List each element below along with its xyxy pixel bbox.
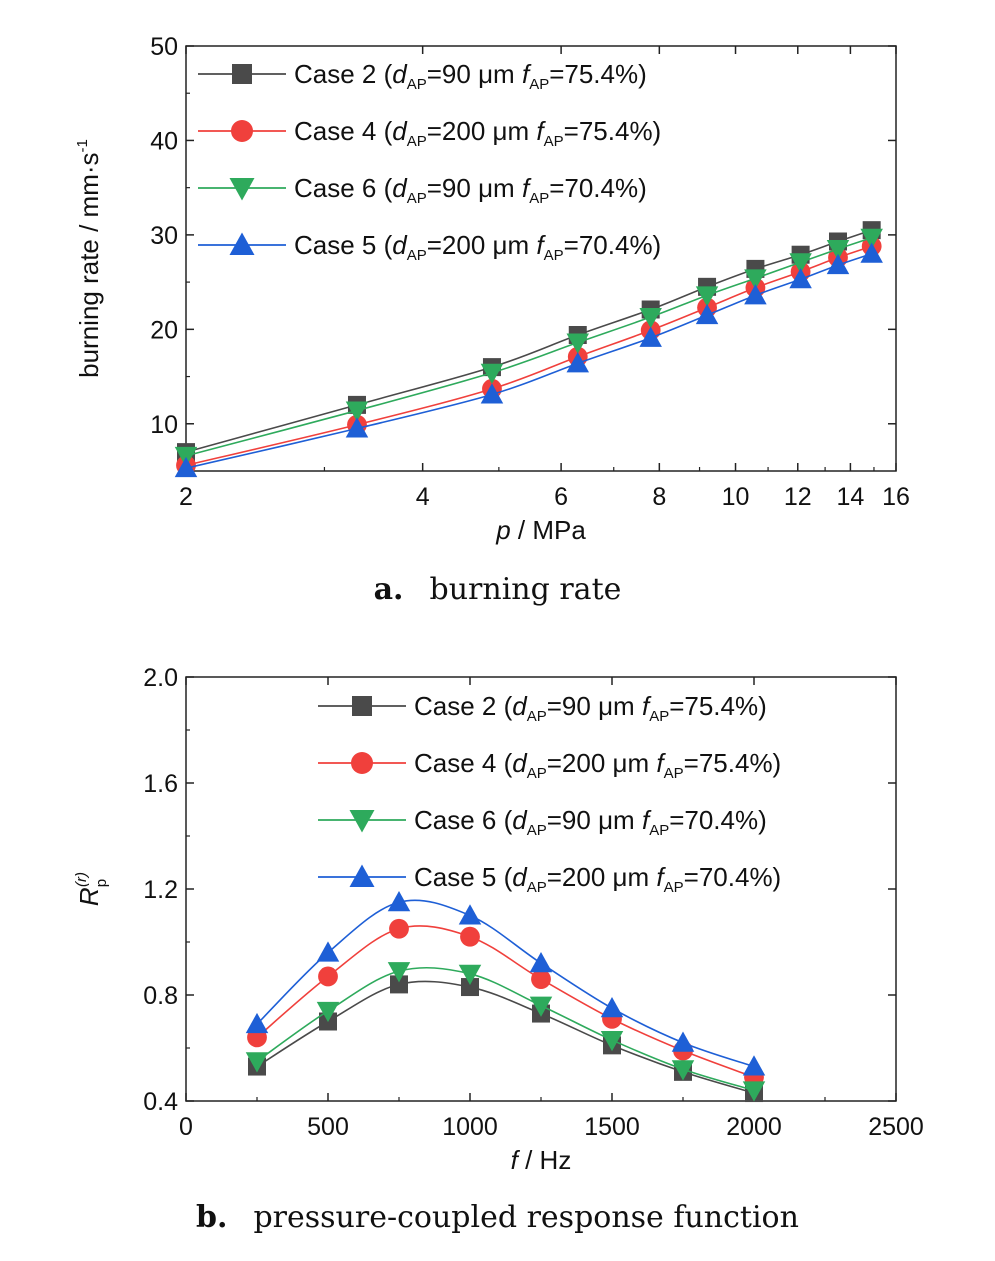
chart0-data-point-2 — [480, 363, 504, 385]
chart0-x-tick-label: 10 — [722, 483, 750, 511]
chart0-x-tick-label: 2 — [179, 483, 193, 511]
chart0-data-point-2 — [695, 286, 719, 307]
chart0-legend-marker-3 — [229, 232, 255, 255]
response-function-figure: 0 500 1000 1500 2000 2500 0.4 0.8 1.2 1.6 2.0 f / H… — [0, 630, 995, 1261]
chart1-data-point-3 — [458, 904, 482, 925]
chart1-data-point-1 — [460, 926, 480, 947]
chart0-data-point-3 — [695, 303, 719, 325]
caption-a-text: burning rate — [429, 572, 622, 607]
chart1-x-tick-label: 0 — [179, 1113, 193, 1141]
chart0-plot-frame — [185, 45, 897, 472]
chart0-x-tick-label: 14 — [837, 483, 865, 511]
chart1-y-axis-title: Rp(r) — [73, 872, 110, 906]
chart1-x-tick-label: 2500 — [868, 1113, 924, 1141]
chart1-y-tick-label: 1.2 — [143, 876, 178, 904]
chart0-y-axis-title: burning rate / mm·s-1 — [74, 139, 104, 378]
chart0-legend-entry-2: Case 6 (dAP=90 μm fAP=70.4%) — [294, 173, 647, 207]
chart1-y-tick-label: 1.6 — [143, 770, 178, 798]
chart0-data-point-3 — [639, 326, 662, 347]
chart0-legend-marker-0 — [232, 64, 252, 84]
chart0-data-point-2 — [639, 308, 662, 329]
chart1-data-point-2 — [600, 1031, 624, 1052]
chart1-data-point-1 — [531, 969, 551, 989]
chart1-data-point-1 — [389, 918, 409, 939]
chart1-data-point-3 — [671, 1031, 695, 1052]
chart0-legend-marker-2 — [229, 178, 255, 201]
chart0-x-axis-title: p / MPa — [495, 515, 586, 545]
chart0-data-point-3 — [860, 242, 883, 263]
chart0-y-tick-label: 40 — [150, 127, 178, 155]
chart1-legend-entry-0: Case 2 (dAP=90 μm fAP=75.4%) — [414, 691, 767, 725]
chart0-x-tick-label: 8 — [652, 483, 666, 511]
chart0-data-point-3 — [789, 268, 812, 289]
chart0-data-point-3 — [480, 383, 504, 404]
chart0-legend-marker-1 — [231, 120, 253, 142]
chart1-x-tick-label: 1000 — [442, 1113, 498, 1141]
chart1-data-point-3 — [316, 941, 340, 962]
chart0-data-point-3 — [566, 352, 590, 373]
chart0-data-point-3 — [826, 253, 850, 275]
chart1-legend-entry-1: Case 4 (dAP=200 μm fAP=75.4%) — [414, 748, 781, 782]
chart1-y-tick-label: 0.4 — [143, 1088, 178, 1116]
chart1-data-point-0 — [390, 975, 408, 994]
chart0-series-line-0 — [185, 229, 872, 453]
chart1-data-point-3 — [600, 997, 624, 1018]
chart0-legend-entry-3: Case 5 (dAP=200 μm fAP=70.4%) — [294, 230, 661, 264]
chart0-data-point-2 — [860, 228, 883, 249]
chart1-x-axis-title: f / Hz — [511, 1145, 572, 1175]
chart0-data-point-2 — [744, 269, 767, 290]
chart0-data-point-2 — [566, 333, 590, 354]
chart1-legend-marker-2 — [349, 810, 375, 833]
chart0-series-line-1 — [185, 245, 872, 467]
chart1-legend-marker-0 — [352, 696, 372, 716]
chart0-x-tick-label: 16 — [882, 483, 910, 511]
chart1-data-point-2 — [529, 996, 553, 1017]
chart1-data-point-1 — [318, 966, 338, 987]
burning-rate-figure: 2 4 6 8 10 12 14 16 10 20 30 40 50 p / MPa burning rat… — [0, 0, 995, 630]
burning-rate-chart: 2 4 6 8 10 12 14 16 10 20 30 40 50 p / MPa burning rat… — [74, 33, 910, 545]
caption-b: b. pressure-coupled response function — [0, 1200, 995, 1235]
chart1-legend-entry-3: Case 5 (dAP=200 μm fAP=70.4%) — [414, 862, 781, 896]
chart1-data-point-3 — [742, 1055, 766, 1076]
chart0-legend-entry-1: Case 4 (dAP=200 μm fAP=75.4%) — [294, 116, 661, 150]
chart0-data-point-2 — [345, 401, 369, 422]
chart0-legend-entry-0: Case 2 (dAP=90 μm fAP=75.4%) — [294, 59, 647, 93]
chart0-data-point-2 — [826, 240, 850, 261]
chart1-data-point-2 — [316, 1001, 340, 1023]
chart1-data-point-2 — [458, 964, 482, 986]
response-function-chart: 0 500 1000 1500 2000 2500 0.4 0.8 1.2 1.6 2.0 f / H… — [73, 664, 924, 1175]
chart1-data-point-2 — [671, 1060, 695, 1081]
chart1-x-tick-label: 500 — [307, 1113, 349, 1141]
chart0-y-tick-label: 30 — [150, 222, 178, 250]
caption-b-text: pressure-coupled response function — [253, 1200, 799, 1235]
chart1-x-tick-label: 1500 — [584, 1113, 640, 1141]
chart0-x-tick-label: 4 — [416, 483, 430, 511]
chart0-data-point-3 — [174, 456, 198, 478]
chart1-data-point-2 — [245, 1052, 269, 1073]
chart0-x-tick-label: 6 — [554, 483, 568, 511]
chart0-data-point-3 — [744, 284, 767, 305]
chart1-data-point-2 — [387, 962, 411, 983]
chart1-data-point-3 — [245, 1012, 269, 1034]
chart1-legend-marker-3 — [349, 864, 375, 887]
chart1-data-point-0 — [461, 978, 479, 997]
chart0-y-tick-label: 10 — [150, 411, 178, 439]
chart0-y-tick-label: 20 — [150, 316, 178, 344]
chart1-data-point-2 — [742, 1081, 766, 1102]
chart0-data-point-3 — [345, 417, 369, 438]
chart0-data-point-2 — [789, 253, 812, 274]
caption-a-letter: a. — [373, 572, 404, 607]
chart1-legend-entry-2: Case 6 (dAP=90 μm fAP=70.4%) — [414, 805, 767, 839]
chart0-x-tick-label: 12 — [784, 483, 812, 511]
chart1-x-tick-label: 2000 — [726, 1113, 782, 1141]
caption-b-letter: b. — [196, 1200, 228, 1235]
caption-a: a. burning rate — [0, 572, 995, 607]
chart1-data-point-3 — [387, 891, 411, 912]
chart0-y-tick-label: 50 — [150, 33, 178, 61]
chart1-legend-marker-1 — [351, 752, 373, 774]
chart1-data-point-3 — [529, 951, 553, 973]
chart1-y-tick-label: 0.8 — [143, 982, 178, 1010]
chart1-y-tick-label: 2.0 — [143, 664, 178, 692]
